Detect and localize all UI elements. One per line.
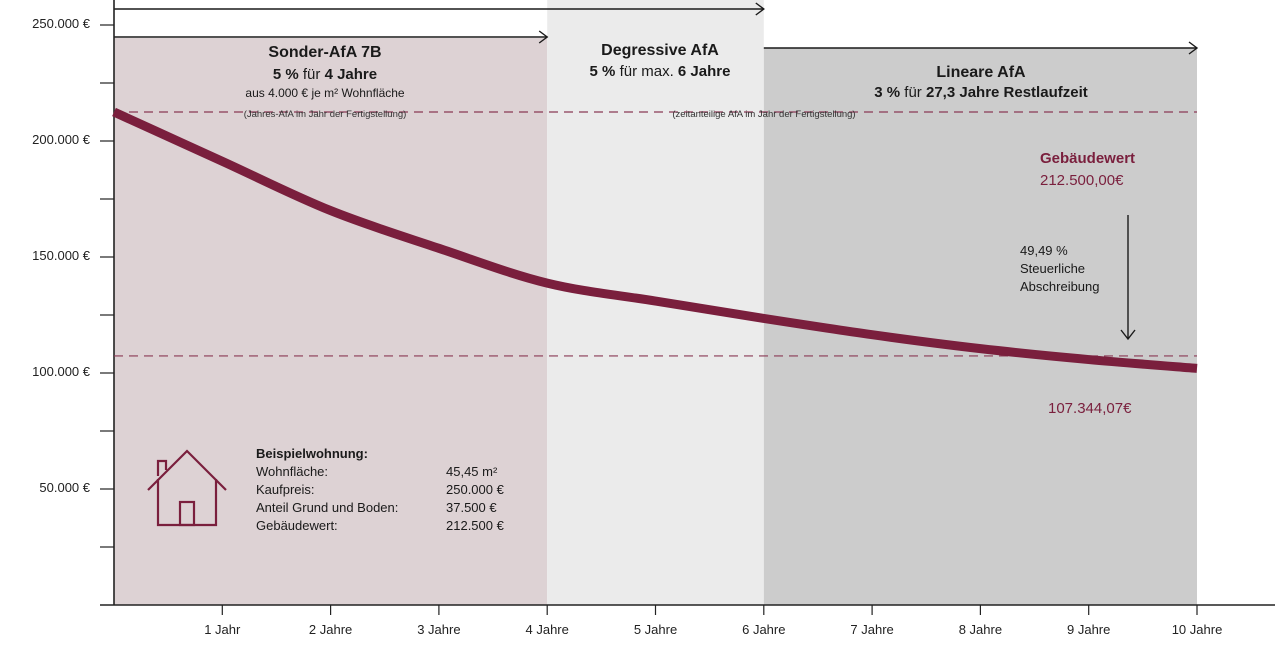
phase-2-title: Degressive AfA (601, 42, 719, 59)
house-roof (147, 449, 227, 491)
example-value: 37.500 € (446, 500, 497, 515)
abschreibung-line3: Abschreibung (1020, 279, 1100, 294)
x-tick-label: 2 Jahre (308, 622, 353, 637)
phase-2-rate-percent: 5 % (589, 63, 616, 80)
phase-3-rate-text: für (904, 84, 922, 101)
house-door (178, 500, 196, 527)
x-tick-label: 8 Jahre (958, 622, 1003, 637)
abschreibung-percent: 49,49 % (1020, 243, 1068, 258)
phase-1-note: (Jahres-AfA im Jahr der Fertigstellung) (243, 109, 407, 120)
gebaeudewert-value: 212.500,00€ (1040, 172, 1124, 189)
end-value-label: 107.344,07€ (1048, 400, 1132, 417)
example-value: 250.000 € (446, 482, 504, 497)
phase-3-rate-duration: 27,3 Jahre Restlaufzeit (925, 84, 1088, 101)
phase-1-rate-text: für (302, 66, 321, 83)
y-tick-label: 250.000 € (32, 16, 90, 31)
x-tick-label: 7 Jahre (850, 622, 894, 637)
x-tick-label: 9 Jahre (1067, 622, 1111, 637)
phase-2-arrow-head (755, 2, 765, 16)
example-key: Anteil Grund und Boden: (256, 500, 399, 515)
example-row: Wohnfläche: 45,45 m² (256, 464, 556, 482)
example-row: Kaufpreis: 250.000 € (256, 482, 556, 500)
phase-3-rate-percent: 3 % (874, 84, 901, 101)
phase-2-rate-text: für max. (619, 63, 674, 80)
example-heading: Beispielwohnung: (256, 446, 368, 461)
phase-2-arrow (114, 2, 765, 16)
gebaeudewert-label: Gebäudewert (1040, 150, 1136, 167)
x-tick-label: 3 Jahre (417, 622, 461, 637)
y-tick-label: 200.000 € (32, 132, 90, 147)
y-tick-label: 50.000 € (39, 480, 90, 495)
x-tick-label: 4 Jahre (525, 622, 569, 637)
phase-1-title: Sonder-AfA 7B (268, 44, 382, 61)
example-key: Gebäudewert: (256, 518, 338, 533)
house-icon (147, 449, 227, 527)
axes (100, 0, 1275, 615)
example-value: 45,45 m² (446, 464, 498, 479)
phase-3-arrow (763, 41, 1199, 55)
phase-2-rate-duration: 6 Jahre (677, 63, 731, 80)
phase-1-rate-percent: 5 % (272, 66, 299, 83)
abschreibung-arrow-head (1120, 329, 1136, 341)
phase-1-arrow (114, 30, 549, 44)
house-chimney (156, 459, 168, 476)
phase-2-note: (zeitanteilige AfA im Jahr der Fertigste… (672, 109, 856, 120)
decorations (147, 215, 1136, 527)
phase-arrows (114, 2, 1199, 55)
x-tick-label: 6 Jahre (742, 622, 786, 637)
phase-1-basis: aus 4.000 € je m² Wohnfläche (245, 86, 405, 100)
phase-1-rate-duration: 4 Jahre (324, 66, 378, 83)
example-row: Gebäudewert: 212.500 € (256, 518, 556, 536)
phase-band-1 (114, 38, 548, 605)
example-key: Wohnfläche: (256, 464, 329, 479)
abschreibung-line2: Steuerliche (1020, 261, 1086, 276)
phase-2-rate: 5 % für max. 6 Jahre (520, 63, 800, 80)
abschreibung-text: 49,49 % Steuerliche Abschreibung (1020, 242, 1100, 296)
x-tick-label: 10 Jahre (1171, 622, 1223, 637)
y-tick-label: 100.000 € (32, 364, 90, 379)
y-tick-label: 150.000 € (32, 248, 90, 263)
series (112, 107, 1198, 373)
example-row: Anteil Grund und Boden: 37.500 € (256, 500, 556, 518)
phase-3-rate: 3 % für 27,3 Jahre Restlaufzeit (831, 84, 1131, 101)
phase-1-arrow-head (538, 30, 549, 44)
example-value: 212.500 € (446, 518, 504, 533)
phase-3-title: Lineare AfA (936, 64, 1026, 81)
x-tick-label: 1 Jahr (204, 622, 241, 637)
example-key: Kaufpreis: (256, 482, 315, 497)
x-tick-label: 5 Jahre (633, 622, 678, 637)
example-apartment: Beispielwohnung: Wohnfläche: 45,45 m² Ka… (256, 446, 556, 536)
phase-1-rate: 5 % für 4 Jahre (175, 66, 475, 83)
phase-3-arrow-head (1188, 41, 1199, 55)
